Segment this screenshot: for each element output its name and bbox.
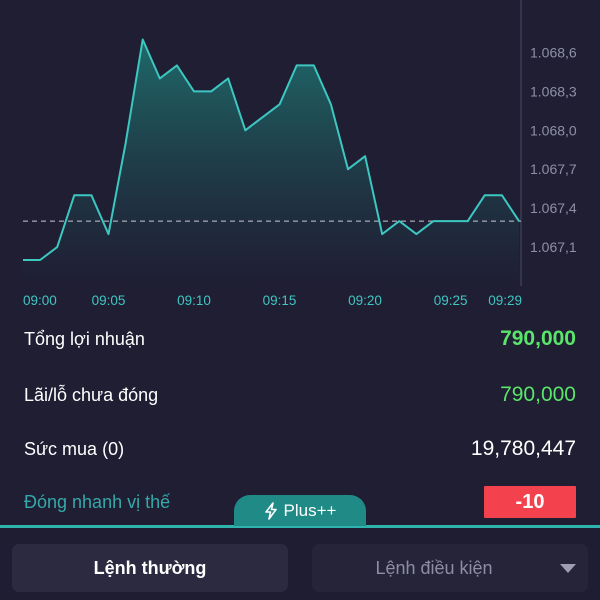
unrealized-pnl-label: Lãi/lỗ chưa đóng: [24, 384, 159, 405]
x-tick-label: 09:29: [488, 293, 522, 308]
divider: [0, 525, 600, 528]
plus-tab[interactable]: Plus++: [234, 495, 366, 526]
price-line: [23, 38, 520, 261]
quick-close-row: Đóng nhanh vị thế -10: [24, 486, 576, 518]
y-tick-label: 1.068,3: [530, 83, 577, 99]
x-tick-label: 09:00: [23, 293, 57, 308]
total-profit-row: Tổng lợi nhuận 790,000: [24, 323, 576, 355]
unrealized-pnl-row: Lãi/lỗ chưa đóng 790,000: [24, 379, 576, 411]
y-tick-label: 1.068,6: [530, 44, 577, 60]
normal-order-button[interactable]: Lệnh thường: [12, 544, 288, 592]
x-tick-label: 09:15: [263, 293, 297, 308]
lightning-icon: [264, 501, 277, 520]
quick-close-label[interactable]: Đóng nhanh vị thế: [24, 491, 171, 512]
buying-power-label: Sức mua (0): [24, 438, 125, 459]
total-profit-label: Tổng lợi nhuận: [24, 328, 145, 349]
normal-order-label: Lệnh thường: [93, 557, 207, 578]
y-tick-label: 1.067,4: [530, 200, 577, 216]
y-tick-label: 1.068,0: [530, 122, 577, 138]
x-tick-label: 09:20: [348, 293, 382, 308]
unrealized-pnl-value: 790,000: [500, 383, 576, 406]
conditional-order-dropdown[interactable]: Lệnh điều kiện: [312, 544, 588, 592]
price-area: [23, 39, 519, 286]
order-type-bar: Lệnh thường Lệnh điều kiện: [0, 528, 600, 600]
conditional-order-label: Lệnh điều kiện: [375, 557, 493, 578]
buying-power-value: 19,780,447: [470, 437, 576, 460]
total-profit-value: 790,000: [500, 327, 576, 350]
chevron-down-icon[interactable]: [560, 564, 576, 573]
price-chart[interactable]: 1.068,6 1.068,3 1.068,0 1.067,7 1.067,4 1.067…: [0, 0, 600, 315]
buying-power-row: Sức mua (0) 19,780,447: [24, 433, 576, 465]
y-tick-label: 1.067,1: [530, 239, 577, 255]
y-tick-label: 1.067,7: [530, 161, 577, 177]
plus-tab-label: Plus++: [283, 500, 337, 520]
x-tick-label: 09:05: [92, 293, 126, 308]
quick-close-quantity-button[interactable]: -10: [484, 486, 576, 518]
x-tick-label: 09:25: [434, 293, 468, 308]
x-tick-label: 09:10: [177, 293, 211, 308]
